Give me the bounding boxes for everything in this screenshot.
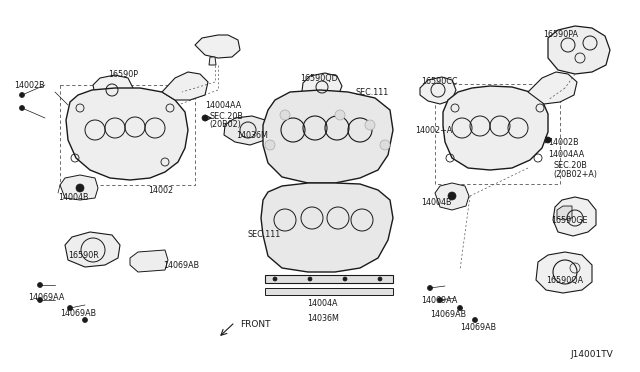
Circle shape (335, 110, 345, 120)
Text: 14002B: 14002B (548, 138, 579, 147)
Text: 14069AB: 14069AB (163, 261, 199, 270)
Circle shape (365, 120, 375, 130)
Text: 14069AA: 14069AA (421, 296, 458, 305)
Circle shape (265, 140, 275, 150)
Text: 14004AA: 14004AA (205, 101, 241, 110)
Polygon shape (420, 77, 456, 104)
Polygon shape (162, 72, 208, 100)
Text: 16590QD: 16590QD (300, 74, 338, 83)
Polygon shape (435, 183, 469, 210)
Polygon shape (548, 26, 610, 74)
Circle shape (378, 277, 382, 281)
Text: (20B02+A): (20B02+A) (553, 170, 597, 179)
Circle shape (380, 140, 390, 150)
Circle shape (19, 106, 24, 110)
Circle shape (448, 192, 456, 200)
Text: SEC.111: SEC.111 (248, 230, 281, 239)
Polygon shape (209, 57, 216, 65)
Circle shape (458, 305, 463, 311)
Circle shape (428, 285, 433, 291)
Polygon shape (536, 252, 592, 293)
Circle shape (472, 317, 477, 323)
Circle shape (38, 282, 42, 288)
Circle shape (545, 137, 551, 143)
Circle shape (76, 184, 84, 192)
Circle shape (438, 298, 442, 302)
Polygon shape (261, 183, 393, 272)
Text: 14002: 14002 (148, 186, 173, 195)
Polygon shape (66, 88, 188, 180)
Text: FRONT: FRONT (240, 320, 271, 329)
Text: 14069AB: 14069AB (60, 309, 96, 318)
Text: 16590P: 16590P (108, 70, 138, 79)
Polygon shape (263, 90, 393, 183)
Circle shape (202, 115, 208, 121)
Polygon shape (553, 197, 596, 236)
Polygon shape (224, 116, 270, 145)
Polygon shape (195, 35, 240, 58)
Text: 16590GE: 16590GE (551, 216, 588, 225)
Text: (20B02): (20B02) (209, 120, 241, 129)
Circle shape (343, 277, 347, 281)
Circle shape (308, 277, 312, 281)
Text: 14069AB: 14069AB (430, 310, 466, 319)
Polygon shape (65, 232, 120, 267)
Text: 14002+A: 14002+A (415, 126, 452, 135)
Text: 16590CC: 16590CC (421, 77, 458, 86)
Circle shape (38, 298, 42, 302)
Polygon shape (265, 275, 393, 283)
Polygon shape (265, 288, 393, 295)
Circle shape (67, 305, 72, 311)
Text: 16590R: 16590R (68, 251, 99, 260)
Text: 14069AB: 14069AB (460, 323, 496, 332)
Polygon shape (528, 72, 577, 104)
Polygon shape (557, 206, 572, 220)
Polygon shape (130, 250, 168, 272)
Polygon shape (60, 175, 98, 200)
Text: 16590QA: 16590QA (546, 276, 583, 285)
Text: 14002B: 14002B (14, 81, 45, 90)
Text: 16590PA: 16590PA (543, 30, 578, 39)
Polygon shape (443, 86, 548, 170)
Text: 14036M: 14036M (236, 131, 268, 140)
Text: SEC.111: SEC.111 (356, 88, 389, 97)
Text: 14004AA: 14004AA (548, 150, 584, 159)
Circle shape (273, 277, 277, 281)
Text: 14036M: 14036M (307, 314, 339, 323)
Circle shape (280, 110, 290, 120)
Circle shape (19, 93, 24, 97)
Text: SEC.20B: SEC.20B (553, 161, 587, 170)
Circle shape (83, 317, 88, 323)
Text: 14069AA: 14069AA (28, 293, 65, 302)
Polygon shape (93, 75, 133, 103)
Polygon shape (302, 73, 342, 100)
Text: 14004B: 14004B (58, 193, 88, 202)
Text: 14004A: 14004A (307, 299, 337, 308)
Text: J14001TV: J14001TV (570, 350, 612, 359)
Text: 14004B: 14004B (421, 198, 451, 207)
Text: SEC.20B: SEC.20B (209, 112, 243, 121)
